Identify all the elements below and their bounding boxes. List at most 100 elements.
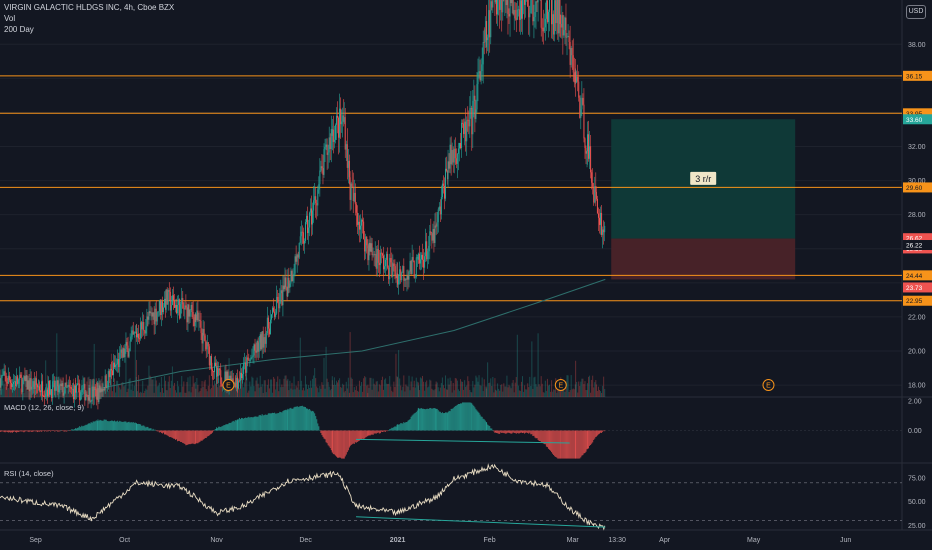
volume-bar-298	[303, 390, 305, 397]
volume-bar-261	[265, 392, 267, 397]
candle-body	[386, 253, 388, 260]
macd-bar-460	[466, 402, 468, 431]
candle-body	[2, 375, 4, 376]
currency-badge[interactable]: USD	[906, 5, 926, 19]
candle-478	[484, 16, 486, 48]
candle-body	[403, 266, 405, 281]
macd-bar-298	[303, 406, 305, 431]
volume-bar-15	[15, 387, 17, 397]
horizontal-levels[interactable]	[0, 75, 902, 302]
volume-bar-209	[214, 380, 216, 397]
macd-bar-522	[529, 430, 531, 433]
candle-179	[183, 302, 185, 317]
macd-bar-65	[66, 430, 68, 432]
macd-bar-40	[41, 430, 43, 432]
candle-537	[544, 2, 546, 41]
earnings-marker-2: E	[762, 379, 775, 391]
volume-bar-523	[530, 386, 532, 397]
ma-indicator-label[interactable]: 200 Day	[4, 25, 34, 34]
macd-bar-515	[522, 430, 524, 434]
candle-body	[117, 359, 119, 365]
candle-body	[44, 396, 46, 397]
candle-305	[311, 195, 313, 237]
candle-body	[476, 84, 478, 110]
macd-bar-372	[377, 430, 379, 433]
macd-bar-86	[88, 423, 90, 431]
candle-body	[433, 228, 435, 243]
macd-bar-336	[342, 430, 344, 459]
candle-body	[432, 228, 434, 241]
candle-body	[156, 312, 158, 322]
macd-bar-359	[365, 430, 367, 438]
macd-bar-164	[167, 430, 169, 436]
macd-bar-427	[433, 408, 435, 431]
candle-body	[134, 332, 136, 333]
volume-bar-446	[451, 392, 453, 397]
candle-420	[426, 232, 428, 262]
price-badge-1	[903, 233, 932, 244]
candle-403	[409, 252, 411, 275]
candle-152	[155, 300, 157, 326]
candle-body	[499, 0, 501, 10]
macd-bar-139	[142, 425, 144, 431]
candle-139	[142, 312, 144, 337]
volume-bar-358	[364, 376, 366, 397]
volume-bar-7	[6, 376, 8, 397]
candle-body	[5, 375, 7, 382]
macd-bar-191	[195, 430, 197, 444]
candle-body	[517, 9, 519, 11]
macd-bar-305	[311, 411, 313, 431]
volume-indicator-label[interactable]: Vol	[4, 14, 16, 23]
volume-bar-337	[343, 384, 345, 397]
macd-bar-448	[453, 407, 455, 431]
candle-44	[45, 387, 47, 400]
time-axis[interactable]: Sep Oct Nov Dec 2021 Feb Mar 13:30 Apr May Jun	[29, 537, 851, 544]
candle-368	[373, 250, 375, 267]
candle-339	[344, 108, 346, 158]
volume-bar-131	[134, 334, 136, 397]
candle-body	[225, 371, 227, 384]
candle-498	[504, 0, 506, 17]
price-axis[interactable]: 18.0020.0022.0028.0030.0032.0038.0036.15…	[903, 42, 932, 530]
candle-287	[292, 268, 294, 287]
candle-body	[133, 332, 135, 335]
macd-tick-1: 0.00	[908, 428, 922, 435]
volume-bar-170	[173, 382, 175, 397]
macd-bar-335	[341, 430, 343, 459]
candle-body	[62, 383, 64, 396]
candle-200	[204, 333, 206, 352]
candle-body	[189, 309, 191, 317]
candle-body	[353, 192, 355, 202]
macd-bar-54	[55, 430, 57, 432]
volume-bar-122	[125, 340, 127, 397]
candle-332	[338, 116, 340, 155]
candle-body	[241, 372, 243, 379]
candle-body	[100, 388, 102, 393]
candle-body	[293, 273, 295, 277]
candle-587	[595, 172, 597, 207]
volume-bar-76	[78, 388, 80, 397]
candle-360	[366, 236, 368, 254]
risk-reward-zone[interactable]: 3 r/r	[611, 119, 796, 280]
candle-366	[371, 238, 373, 261]
volume-bar-27	[27, 391, 29, 397]
macd-bar-50	[51, 430, 53, 431]
macd-bar-177	[181, 430, 183, 443]
macd-bar-222	[226, 424, 228, 431]
candle-body	[387, 253, 389, 268]
volume-bar-318	[324, 388, 326, 397]
candle-375	[380, 248, 382, 264]
candle-334	[340, 97, 342, 139]
candle-body	[412, 257, 414, 261]
candle-body	[192, 312, 194, 318]
time-tick-3: Dec	[299, 537, 312, 544]
candle-body	[63, 393, 65, 396]
candle-body	[367, 248, 369, 261]
candle-433	[438, 202, 440, 212]
volume-bar-359	[365, 377, 367, 397]
volume-bar-428	[434, 389, 436, 397]
volume-bar-500	[506, 375, 508, 397]
candle-body	[373, 254, 375, 256]
